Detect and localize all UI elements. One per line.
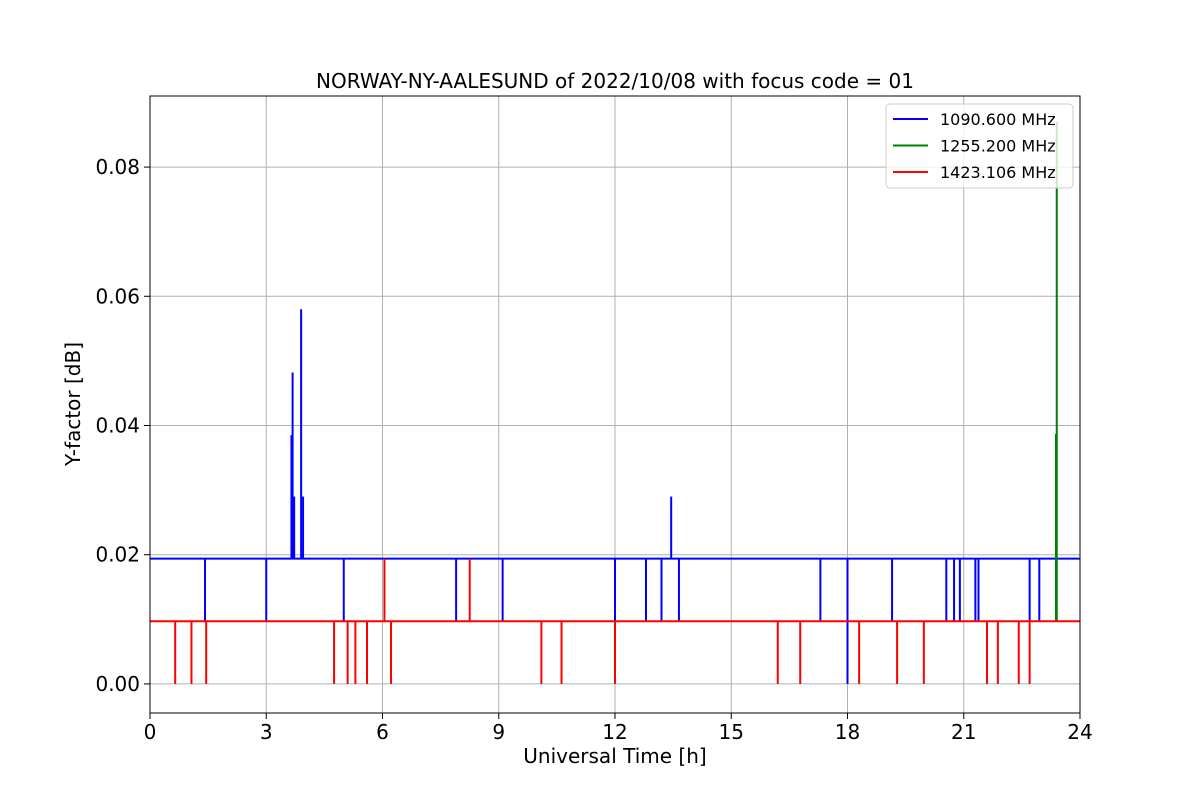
legend: 1090.600 MHz 1255.200 MHz 1423.106 MHz: [885, 103, 1074, 189]
x-axis: 0 3 6 9 12 15 18 21 24: [144, 713, 1093, 744]
x-tick-label: 12: [602, 720, 627, 744]
y-axis: 0.00 0.02 0.04 0.06 0.08: [95, 155, 150, 696]
legend-box: [885, 103, 1074, 189]
x-tick-label: 24: [1067, 720, 1092, 744]
x-tick-label: 6: [376, 720, 389, 744]
y-tick-label: 0.04: [95, 413, 140, 437]
y-tick-label: 0.06: [95, 284, 140, 308]
y-tick-label: 0.02: [95, 543, 140, 567]
x-tick-label: 15: [719, 720, 744, 744]
series-1423-106-mhz: [150, 558, 1080, 684]
legend-label: 1090.600 MHz: [940, 110, 1056, 129]
x-tick-label: 9: [492, 720, 505, 744]
y-tick-label: 0.00: [95, 672, 140, 696]
x-tick-label: 0: [144, 720, 157, 744]
x-tick-label: 21: [951, 720, 976, 744]
x-tick-label: 18: [835, 720, 860, 744]
y-axis-label: Y-factor [dB]: [61, 342, 85, 467]
y-tick-label: 0.08: [95, 155, 140, 179]
legend-label: 1423.106 MHz: [940, 163, 1056, 182]
series-1255-200-mhz: [1054, 121, 1058, 622]
x-tick-label: 3: [260, 720, 273, 744]
series-1090-600-mhz: [150, 309, 1080, 684]
legend-label: 1255.200 MHz: [940, 137, 1056, 156]
x-axis-label: Universal Time [h]: [523, 744, 706, 768]
series-layer: [150, 121, 1080, 684]
chart-title: NORWAY-NY-AALESUND of 2022/10/08 with fo…: [316, 69, 914, 93]
